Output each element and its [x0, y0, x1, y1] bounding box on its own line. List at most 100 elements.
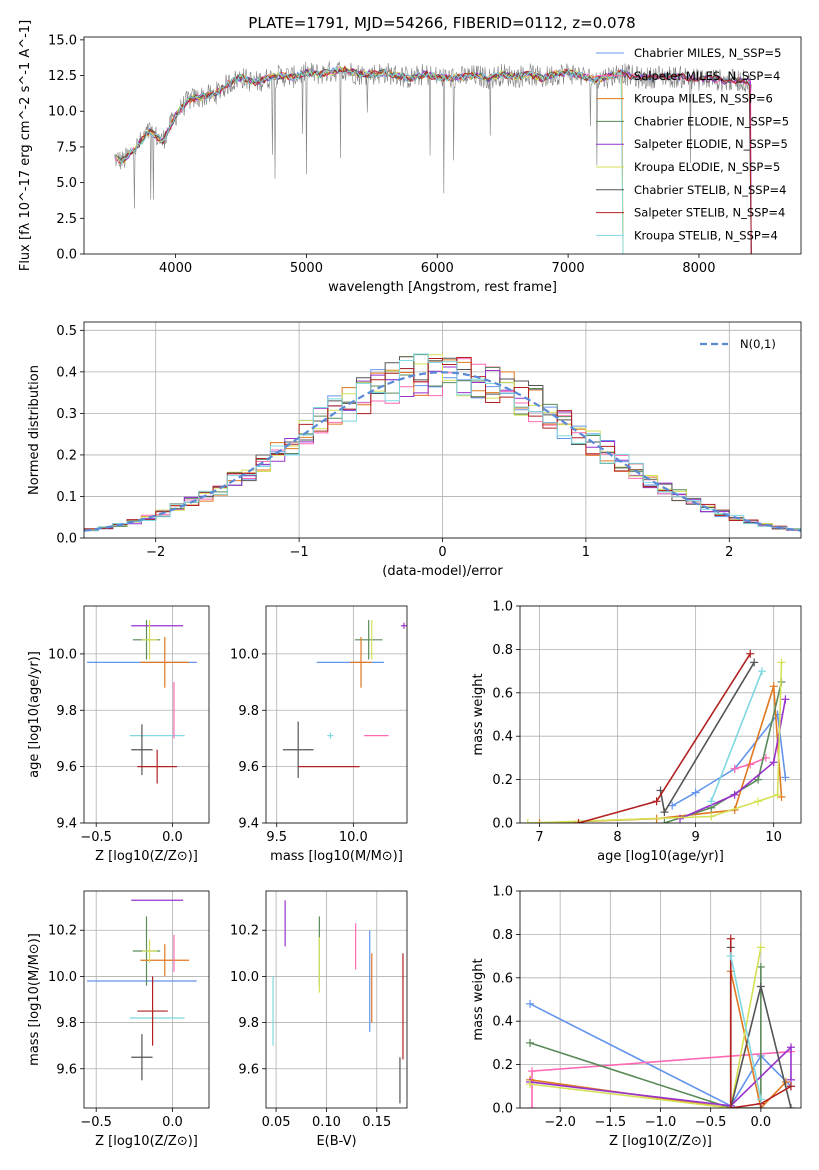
- axes-frame: [83, 36, 802, 255]
- y-tick-label: 0.1: [56, 490, 77, 505]
- y-tick-label: 9.8: [56, 1016, 77, 1031]
- y-tick-label: 0.0: [56, 248, 77, 263]
- y-axis-label: Flux [fλ 10^-17 erg cm^-2 s^-1 A^-1]: [18, 20, 33, 271]
- panel-age_vs_mass: 9.5 10.0 9.4 9.6 9.8 10.0 mass [log10(M/M⊙)]: [230, 605, 408, 864]
- x-axis-label: mass [log10(M/M⊙)]: [270, 849, 403, 864]
- legend-label: Salpeter ELODIE, N_SSP=5: [634, 137, 788, 151]
- panel-spectrum: 4000 5000 6000 7000 8000 0.0 2.5 5.0 7.5 10.0 12.5…: [18, 20, 802, 295]
- weight-line: [729, 955, 762, 1100]
- y-tick-label: 9.4: [56, 817, 77, 832]
- legend-label: Kroupa MILES, N_SSP=6: [634, 92, 773, 106]
- y-axis-label: mass [log10(M/M⊙)]: [27, 933, 42, 1066]
- data-spectrum-line: [113, 61, 752, 209]
- plot-area: [523, 649, 790, 823]
- x-axis-label: age [log10(age/yr)]: [597, 849, 724, 864]
- plot-area: [87, 899, 197, 1081]
- x-tick-label: −2: [146, 545, 165, 560]
- legend-label: N(0,1): [740, 337, 776, 351]
- weight-line: [671, 712, 787, 807]
- y-tick-label: 0.0: [492, 817, 513, 832]
- x-tick-label: 8: [613, 830, 621, 845]
- y-tick-label: 0.5: [56, 324, 77, 339]
- x-tick-label: 5000: [290, 261, 323, 276]
- x-tick-label: 0.15: [362, 1115, 391, 1130]
- y-tick-label: 9.8: [56, 704, 77, 719]
- x-tick-label: −1: [290, 545, 309, 560]
- y-tick-label: 9.6: [238, 1062, 259, 1077]
- x-tick-label: −0.5: [80, 1115, 112, 1130]
- x-tick-label: 1: [582, 545, 590, 560]
- y-tick-label: 0.6: [492, 971, 513, 986]
- weight-line: [664, 681, 783, 823]
- legend-label: Kroupa STELIB, N_SSP=4: [634, 228, 778, 242]
- axes-frame: [519, 890, 802, 1109]
- x-tick-label: −1.5: [595, 1115, 627, 1130]
- x-tick-label: 0.0: [162, 830, 183, 845]
- y-tick-label: 10.0: [230, 647, 259, 662]
- axes-frame: [83, 321, 802, 539]
- panel-age_vs_Z: −0.5 0.0 9.4 9.6 9.8 10.0 Z [log10(Z/Z⊙)] age […: [27, 605, 210, 864]
- x-tick-label: 0.0: [162, 1115, 183, 1130]
- y-tick-label: 0.0: [56, 532, 77, 547]
- y-tick-label: 12.5: [48, 69, 77, 84]
- y-tick-label: 1.0: [492, 885, 513, 900]
- figure-title: PLATE=1791, MJD=54266, FIBERID=0112, z=0…: [248, 14, 635, 32]
- x-tick-label: 2: [725, 545, 733, 560]
- x-tick-label: 10.0: [339, 830, 368, 845]
- plot-area: [113, 61, 752, 254]
- y-tick-label: 9.8: [238, 704, 259, 719]
- model-line: [117, 68, 752, 254]
- y-tick-label: 0.2: [492, 773, 513, 788]
- y-tick-label: 9.6: [56, 760, 77, 775]
- gaussian-curve: [84, 371, 801, 532]
- y-tick-label: 5.0: [56, 176, 77, 191]
- y-tick-label: 0.8: [492, 643, 513, 658]
- panel-mass_vs_EBV: 0.05 0.10 0.15 9.6 9.8 10.0 10.2 E(B-V): [230, 890, 408, 1149]
- y-tick-label: 9.6: [56, 1062, 77, 1077]
- y-tick-label: 0.4: [56, 365, 77, 380]
- y-tick-label: 15.0: [48, 33, 77, 48]
- weight-line: [529, 1003, 792, 1107]
- weight-line: [710, 670, 763, 802]
- x-tick-label: 0.0: [751, 1115, 772, 1130]
- x-tick-label: 4000: [159, 261, 192, 276]
- legend-label: Salpeter STELIB, N_SSP=4: [634, 206, 785, 220]
- x-tick-label: −0.5: [695, 1115, 727, 1130]
- y-tick-label: 2.5: [56, 212, 77, 227]
- y-tick-label: 0.4: [492, 1015, 513, 1030]
- weight-line: [578, 653, 751, 823]
- y-tick-label: 10.2: [230, 924, 259, 939]
- y-tick-label: 10.0: [230, 970, 259, 985]
- y-tick-label: 1.0: [492, 600, 513, 615]
- axes-frame: [519, 605, 802, 824]
- x-axis-label: Z [log10(Z/Z⊙)]: [95, 849, 198, 864]
- panel-mass_weight_vs_age: 7 8 9 10 0.0 0.2 0.4 0.6 0.8 1.0 age [log10(age/yr…: [471, 600, 802, 864]
- panel-mass_weight_vs_Z: −2.0 −1.5 −1.0 −0.5 0.0 0.0 0.2 0.4 0.6 0.8 1.0 Z […: [471, 885, 802, 1149]
- weight-line: [529, 1045, 792, 1107]
- x-tick-label: 8000: [682, 261, 715, 276]
- plot-area: [282, 620, 407, 778]
- y-tick-label: 0.2: [56, 448, 77, 463]
- y-tick-label: 10.0: [48, 647, 77, 662]
- x-tick-label: 9: [691, 830, 699, 845]
- legend-label: Chabrier ELODIE, N_SSP=5: [634, 114, 789, 128]
- legend-label: Chabrier MILES, N_SSP=5: [634, 46, 781, 60]
- panel-residual_histogram: −2 −1 0 1 2 0.0 0.1 0.2 0.3 0.4 0.5 (data-model)/er…: [27, 321, 802, 579]
- y-tick-label: 0.6: [492, 686, 513, 701]
- panel-mass_vs_Z: −0.5 0.0 9.6 9.8 10.0 10.2 Z [log10(Z/Z⊙)] mass…: [27, 890, 210, 1149]
- weight-line: [527, 662, 783, 823]
- model-line: [118, 66, 624, 254]
- y-tick-label: 9.6: [238, 760, 259, 775]
- x-axis-label: wavelength [Angstrom, rest frame]: [328, 280, 557, 295]
- legend-label: Salpeter MILES, N_SSP=4: [634, 69, 780, 83]
- weight-line: [529, 947, 762, 1108]
- axes-frame: [83, 605, 210, 824]
- y-axis-label: age [log10(age/yr)]: [27, 651, 42, 778]
- plot-area: [526, 934, 795, 1108]
- y-tick-label: 10.0: [48, 970, 77, 985]
- x-tick-label: −0.5: [80, 830, 112, 845]
- y-axis-label: mass weight: [471, 958, 486, 1040]
- x-tick-label: 7000: [552, 261, 585, 276]
- legend-label: Kroupa ELODIE, N_SSP=5: [634, 160, 780, 174]
